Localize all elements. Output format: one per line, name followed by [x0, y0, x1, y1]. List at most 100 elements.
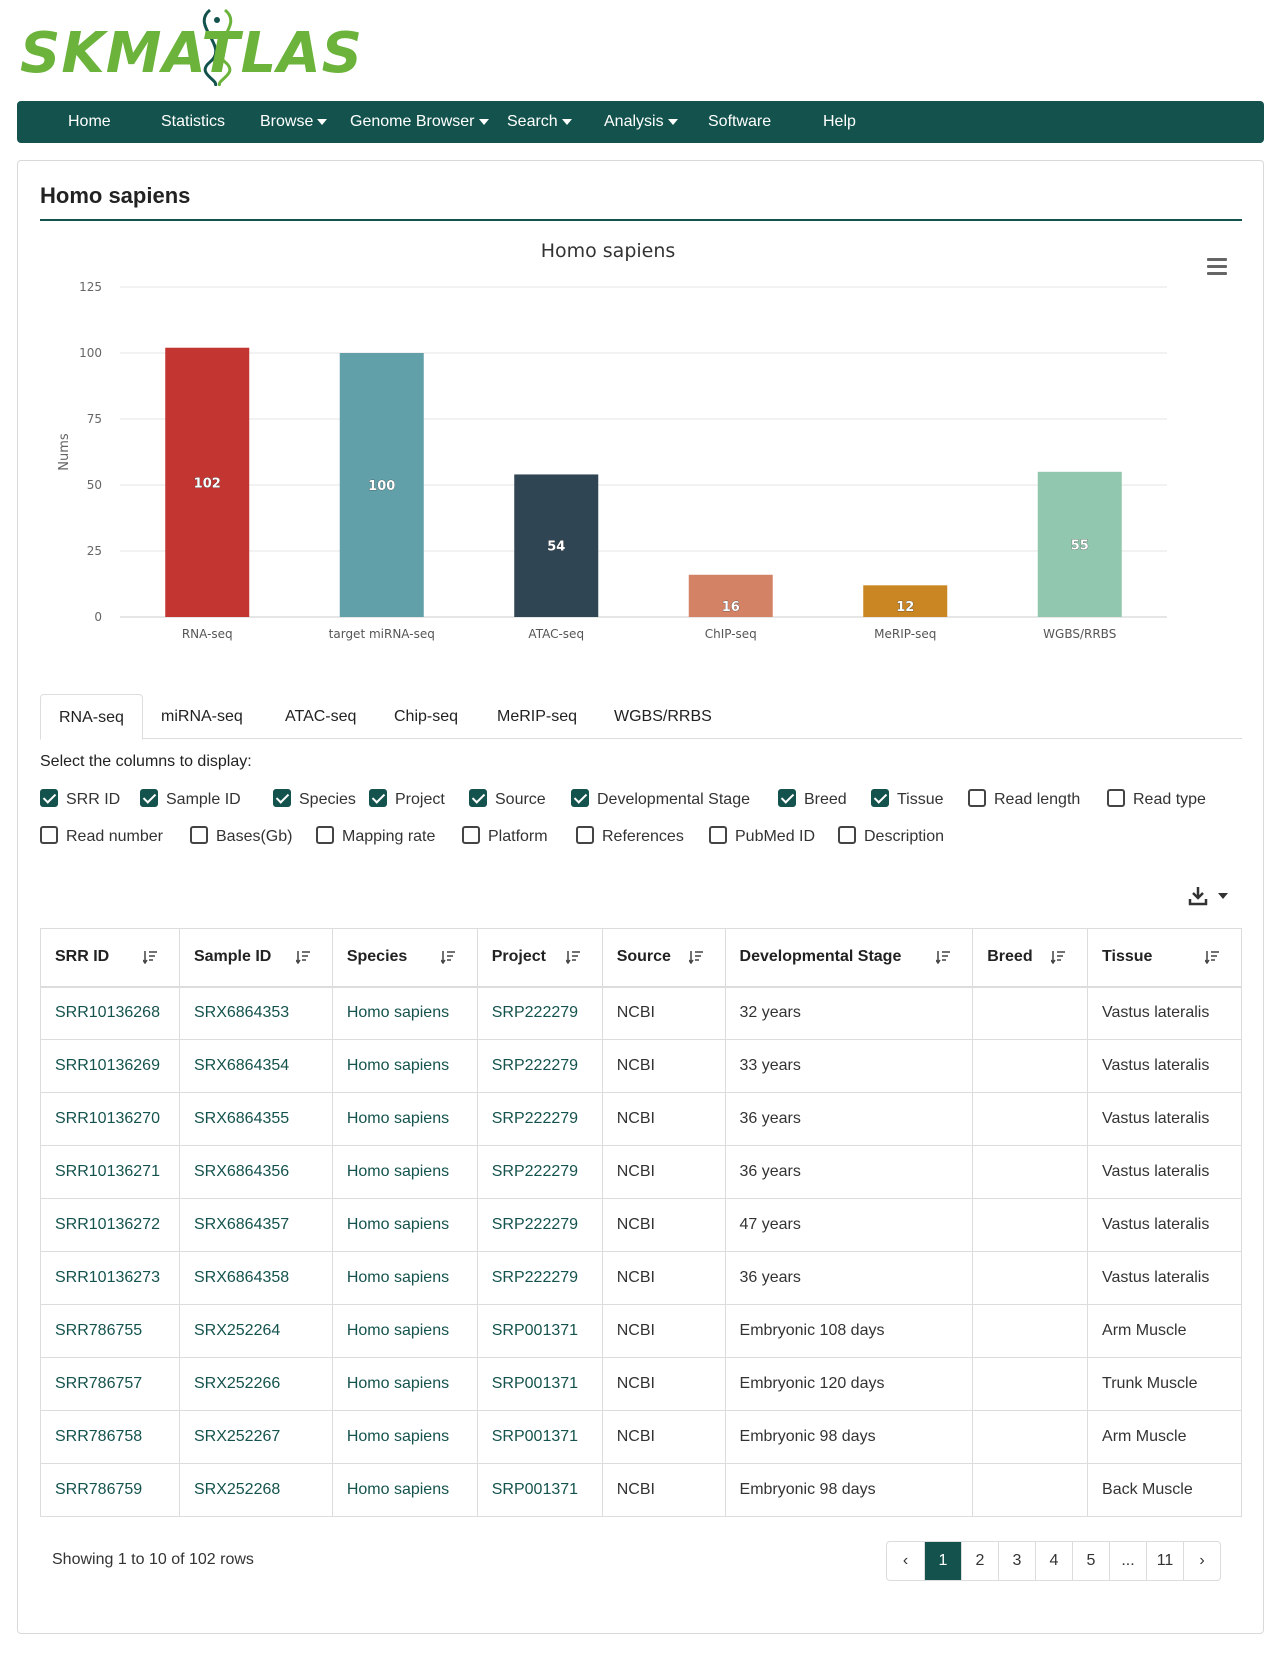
nav-home[interactable]: Home [68, 101, 111, 143]
cell-project[interactable]: SRP222279 [476, 1251, 603, 1305]
tab-atac-seq[interactable]: ATAC-seq [285, 708, 357, 725]
page-button-2[interactable]: 2 [961, 1542, 998, 1580]
column-option-references[interactable]: References [576, 826, 684, 848]
sort-icon[interactable] [440, 950, 455, 964]
checkbox[interactable] [709, 826, 727, 844]
column-header-species[interactable]: Species [331, 928, 478, 988]
nav-statistics[interactable]: Statistics [161, 101, 225, 143]
page-button-11[interactable]: 11 [1146, 1542, 1183, 1580]
cell-srr-id[interactable]: SRR10136268 [40, 986, 180, 1040]
page-button-4[interactable]: 4 [1035, 1542, 1072, 1580]
cell-sample-id[interactable]: SRX252268 [178, 1463, 333, 1517]
checkbox[interactable] [369, 789, 387, 807]
cell-sample-id[interactable]: SRX6864358 [178, 1251, 333, 1305]
cell-sample-id[interactable]: SRX6864355 [178, 1092, 333, 1146]
column-header-srr-id[interactable]: SRR ID [40, 928, 180, 988]
checkbox[interactable] [469, 789, 487, 807]
table-row[interactable]: SRR10136273 SRX6864358 Homo sapiens SRP2222… [40, 1251, 1242, 1305]
cell-srr-id[interactable]: SRR10136272 [40, 1198, 180, 1252]
checkbox[interactable] [571, 789, 589, 807]
column-option-species[interactable]: Species [273, 789, 356, 811]
checkbox[interactable] [968, 789, 986, 807]
table-row[interactable]: SRR10136270 SRX6864355 Homo sapiens SRP2222… [40, 1092, 1242, 1146]
cell-srr-id[interactable]: SRR786758 [40, 1410, 180, 1464]
sort-icon[interactable] [1051, 950, 1066, 964]
tab-wgbs-rrbs[interactable]: WGBS/RRBS [614, 708, 712, 725]
cell-sample-id[interactable]: SRX252266 [178, 1357, 333, 1411]
sort-icon[interactable] [565, 950, 580, 964]
column-option-project[interactable]: Project [369, 789, 445, 811]
column-option-breed[interactable]: Breed [778, 789, 847, 811]
sort-icon[interactable] [936, 950, 951, 964]
tab-rna-seq[interactable]: RNA-seq [40, 694, 143, 740]
cell-species[interactable]: Homo sapiens [331, 1251, 478, 1305]
cell-srr-id[interactable]: SRR786759 [40, 1463, 180, 1517]
cell-srr-id[interactable]: SRR10136270 [40, 1092, 180, 1146]
cell-species[interactable]: Homo sapiens [331, 1039, 478, 1093]
column-header-sample-id[interactable]: Sample ID [178, 928, 333, 988]
sort-icon[interactable] [1205, 950, 1219, 964]
cell-srr-id[interactable]: SRR786755 [40, 1304, 180, 1358]
cell-srr-id[interactable]: SRR10136273 [40, 1251, 180, 1305]
nav-help[interactable]: Help [823, 101, 856, 143]
nav-analysis[interactable]: Analysis [604, 101, 678, 143]
cell-species[interactable]: Homo sapiens [331, 1463, 478, 1517]
checkbox[interactable] [778, 789, 796, 807]
checkbox[interactable] [40, 826, 58, 844]
tab-mirna-seq[interactable]: miRNA-seq [161, 708, 243, 725]
table-row[interactable]: SRR10136272 SRX6864357 Homo sapiens SRP2222… [40, 1198, 1242, 1252]
site-logo[interactable]: SKMATLAS [20, 6, 362, 86]
cell-srr-id[interactable]: SRR10136271 [40, 1145, 180, 1199]
cell-species[interactable]: Homo sapiens [331, 1304, 478, 1358]
cell-sample-id[interactable]: SRX6864353 [178, 986, 333, 1040]
cell-species[interactable]: Homo sapiens [331, 1357, 478, 1411]
nav-search[interactable]: Search [507, 101, 572, 143]
column-header-project[interactable]: Project [476, 928, 603, 988]
cell-sample-id[interactable]: SRX252267 [178, 1410, 333, 1464]
cell-srr-id[interactable]: SRR10136269 [40, 1039, 180, 1093]
checkbox[interactable] [462, 826, 480, 844]
table-row[interactable]: SRR786759 SRX252268 Homo sapiens SRP001371 N… [40, 1463, 1242, 1517]
export-button[interactable] [1188, 884, 1232, 908]
nav-browse[interactable]: Browse [260, 101, 328, 143]
column-option-tissue[interactable]: Tissue [871, 789, 944, 811]
table-row[interactable]: SRR10136271 SRX6864356 Homo sapiens SRP2222… [40, 1145, 1242, 1199]
checkbox[interactable] [1107, 789, 1125, 807]
checkbox[interactable] [871, 789, 889, 807]
page-button-3[interactable]: 3 [998, 1542, 1035, 1580]
table-row[interactable]: SRR10136268 SRX6864353 Homo sapiens SRP2222… [40, 986, 1242, 1040]
cell-sample-id[interactable]: SRX6864357 [178, 1198, 333, 1252]
column-option-read-number[interactable]: Read number [40, 826, 163, 848]
tab-chip-seq[interactable]: Chip-seq [394, 708, 459, 725]
cell-species[interactable]: Homo sapiens [331, 1198, 478, 1252]
table-row[interactable]: SRR786755 SRX252264 Homo sapiens SRP001371 N… [40, 1304, 1242, 1358]
tab-merip-seq[interactable]: MeRIP-seq [497, 708, 578, 725]
cell-project[interactable]: SRP222279 [476, 986, 603, 1040]
cell-sample-id[interactable]: SRX6864354 [178, 1039, 333, 1093]
table-row[interactable]: SRR786757 SRX252266 Homo sapiens SRP001371 N… [40, 1357, 1242, 1411]
column-option-srr-id[interactable]: SRR ID [40, 789, 120, 811]
sort-icon[interactable] [295, 950, 310, 964]
cell-project[interactable]: SRP001371 [476, 1357, 603, 1411]
cell-species[interactable]: Homo sapiens [331, 986, 478, 1040]
prev-page-button[interactable]: ‹ [902, 1552, 909, 1569]
cell-project[interactable]: SRP001371 [476, 1463, 603, 1517]
cell-project[interactable]: SRP001371 [476, 1410, 603, 1464]
cell-project[interactable]: SRP001371 [476, 1304, 603, 1358]
column-option-read-length[interactable]: Read length [968, 789, 1080, 811]
column-option-bases-gb[interactable]: Bases(Gb) [190, 826, 292, 848]
checkbox[interactable] [140, 789, 158, 807]
cell-species[interactable]: Homo sapiens [331, 1145, 478, 1199]
cell-project[interactable]: SRP222279 [476, 1039, 603, 1093]
column-option-developmental-stage[interactable]: Developmental Stage [571, 789, 750, 811]
cell-project[interactable]: SRP222279 [476, 1092, 603, 1146]
column-header-tissue[interactable]: Tissue [1087, 928, 1242, 988]
cell-sample-id[interactable]: SRX6864356 [178, 1145, 333, 1199]
column-option-mapping-rate[interactable]: Mapping rate [316, 826, 435, 848]
cell-sample-id[interactable]: SRX252264 [178, 1304, 333, 1358]
checkbox[interactable] [838, 826, 856, 844]
page-button-1[interactable]: 1 [924, 1542, 961, 1580]
checkbox[interactable] [576, 826, 594, 844]
column-option-source[interactable]: Source [469, 789, 546, 811]
checkbox[interactable] [316, 826, 334, 844]
